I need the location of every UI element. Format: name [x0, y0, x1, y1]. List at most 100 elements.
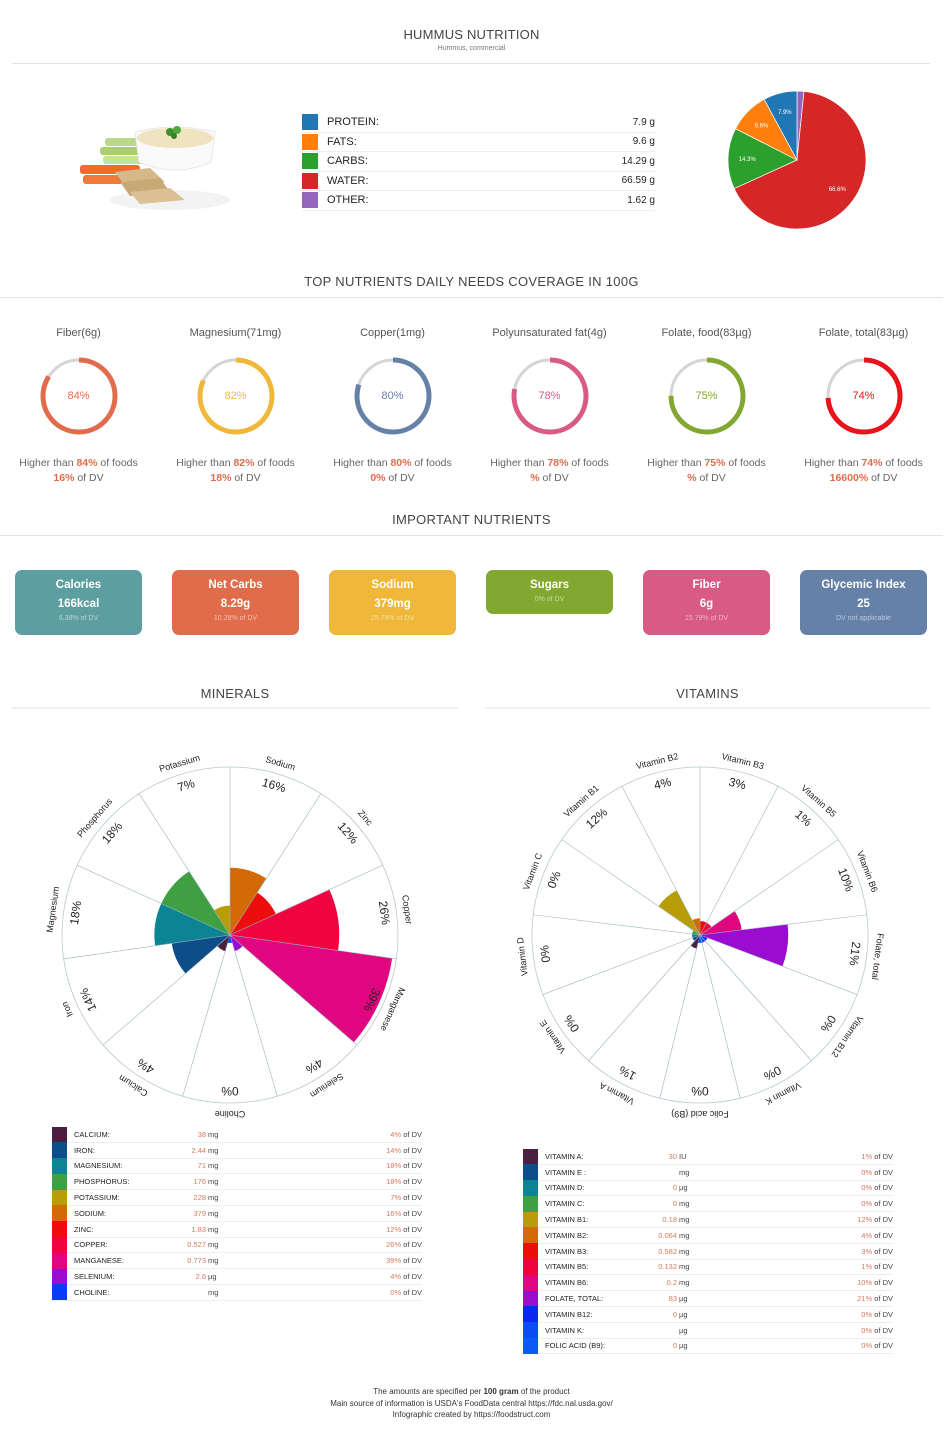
- card-name: Net Carbs: [208, 579, 263, 591]
- svg-text:Vitamin A: Vitamin A: [598, 1080, 636, 1106]
- coverage-gauge: Copper(1mg) 80% Higher than 80% of foods…: [314, 327, 471, 484]
- nutrient-dv: 4% of DV: [861, 1230, 893, 1240]
- nutrient-name: VITAMIN B6:: [545, 1278, 589, 1288]
- polar-wedge: [171, 935, 230, 974]
- polar-wedge: [692, 935, 700, 941]
- nutrient-card: Fiber 6g 15.79% of DV: [643, 570, 770, 635]
- svg-text:0%: 0%: [761, 1063, 783, 1084]
- fats-swatch: [302, 133, 318, 150]
- svg-text:Vitamin B6: Vitamin B6: [855, 849, 880, 893]
- polar-wedge: [698, 935, 702, 943]
- table-row: FOLATE, TOTAL: 83 µg 21% of DV: [523, 1290, 893, 1307]
- polar-wedge: [230, 889, 340, 951]
- svg-text:16%: 16%: [260, 775, 287, 795]
- minerals-polar-chart: Calcium 4% Iron 14% Magnesium 18% Phosphorus 18…: [20, 735, 440, 1125]
- footer: The amounts are specified per 100 gram o…: [0, 1386, 943, 1421]
- nutrient-amount: 379: [193, 1208, 206, 1218]
- macro-row-protein: PROTEIN: 7.9 g: [302, 113, 655, 133]
- color-swatch: [523, 1306, 538, 1323]
- nutrient-unit: mg: [208, 1177, 219, 1187]
- polar-wedge: [230, 935, 243, 952]
- color-swatch: [52, 1237, 67, 1253]
- polar-wedge: [154, 903, 230, 946]
- nutrient-dv: 12% of DV: [857, 1215, 893, 1225]
- color-swatch: [52, 1205, 67, 1222]
- nutrient-dv: 12% of DV: [386, 1224, 422, 1234]
- nutrient-name: CHOLINE:: [74, 1287, 110, 1297]
- polar-wedge: [700, 922, 712, 935]
- svg-text:Folate, total: Folate, total: [870, 933, 886, 981]
- nutrient-dv: 4% of DV: [390, 1129, 422, 1139]
- nutrient-name: VITAMIN B3:: [545, 1246, 589, 1256]
- polar-wedge: [690, 935, 700, 949]
- nutrient-amount: 30: [668, 1151, 677, 1161]
- svg-text:66.6%: 66.6%: [829, 187, 847, 193]
- card-dv: 0% of DV: [534, 596, 565, 603]
- card-name: Glycemic Index: [821, 579, 906, 591]
- color-swatch: [52, 1173, 67, 1190]
- gauge-label: Folate, total(83µg): [818, 327, 909, 339]
- svg-text:Magnesium: Magnesium: [45, 886, 62, 933]
- nutrient-name: SELENIUM:: [74, 1272, 115, 1282]
- svg-text:18%: 18%: [67, 900, 84, 926]
- svg-text:Vitamin B2: Vitamin B2: [635, 751, 679, 771]
- nutrient-amount: 1.83: [191, 1224, 206, 1234]
- gauge-dv-text: 16600% of DV: [829, 472, 898, 484]
- svg-text:Folic acid (B9): Folic acid (B9): [671, 1109, 729, 1119]
- gauge-rank-text: Higher than 75% of foods: [647, 457, 766, 469]
- svg-text:21%: 21%: [846, 941, 863, 967]
- table-row: VITAMIN B3: 0.582 mg 3% of DV: [523, 1243, 893, 1260]
- gauge-rank-text: Higher than 82% of foods: [176, 457, 295, 469]
- svg-text:Vitamin B3: Vitamin B3: [721, 751, 765, 771]
- svg-text:0%: 0%: [818, 1013, 840, 1035]
- footer-line-1: The amounts are specified per 100 gram o…: [373, 1387, 570, 1396]
- nutrient-unit: µg: [679, 1341, 688, 1351]
- nutrient-unit: mg: [679, 1278, 690, 1288]
- gauge-label: Fiber(6g): [56, 327, 101, 339]
- macro-value: 14.29 g: [621, 155, 655, 167]
- svg-text:Copper: Copper: [400, 894, 414, 925]
- gauge-rank-text: Higher than 74% of foods: [804, 457, 923, 469]
- nutrient-unit: mg: [679, 1230, 690, 1240]
- minerals-table: CALCIUM: 38 mg 4% of DV IRON: 2.44 mg 14…: [52, 1126, 422, 1301]
- svg-text:1%: 1%: [792, 807, 815, 829]
- table-row: VITAMIN B6: 0.2 mg 10% of DV: [523, 1274, 893, 1292]
- table-row: VITAMIN B2: 0.064 mg 4% of DV: [523, 1227, 893, 1244]
- nutrient-name: VITAMIN E :: [545, 1167, 587, 1177]
- svg-text:Sodium: Sodium: [264, 754, 296, 772]
- svg-text:3%: 3%: [727, 775, 748, 793]
- macro-pie-chart: 66.6% 14.3% 9.6% 7.9%: [726, 89, 868, 231]
- coverage-gauge: Folate, total(83µg) 74% Higher than 74% …: [785, 327, 942, 484]
- footer-credit: Infographic created by https://foodstruc…: [392, 1410, 551, 1419]
- nutrient-unit: mg: [679, 1262, 690, 1272]
- nutrient-name: VITAMIN C:: [545, 1199, 585, 1209]
- gauge-rank-text: Higher than 78% of foods: [490, 457, 609, 469]
- pie-slice: [763, 90, 798, 161]
- svg-text:10%: 10%: [835, 866, 857, 894]
- svg-text:0%: 0%: [221, 1084, 239, 1098]
- nutrient-dv: 0% of DV: [861, 1199, 893, 1209]
- vitamins-title: VITAMINS: [676, 686, 739, 701]
- nutrient-dv: 18% of DV: [386, 1177, 422, 1187]
- nutrient-unit: mg: [208, 1193, 219, 1203]
- nutrient-amount: 0.2: [666, 1278, 677, 1288]
- svg-text:0%: 0%: [545, 869, 564, 890]
- gauge-percent: 75%: [695, 390, 718, 402]
- nutrient-name: MANGANESE:: [74, 1256, 125, 1266]
- svg-text:Choline: Choline: [215, 1109, 246, 1119]
- nutrient-amount: 0.064: [658, 1230, 677, 1240]
- gauge-ring: 75%: [666, 355, 748, 437]
- macro-value: 66.59 g: [621, 175, 655, 187]
- nutrient-amount: 83: [668, 1294, 677, 1304]
- minerals-title: MINERALS: [200, 686, 270, 701]
- svg-text:Vitamin D: Vitamin D: [515, 936, 530, 976]
- color-swatch: [523, 1180, 538, 1196]
- nutrient-name: POTASSIUM:: [74, 1193, 120, 1203]
- polar-wedge: [230, 892, 276, 935]
- svg-text:14.3%: 14.3%: [739, 157, 757, 163]
- nutrient-name: VITAMIN B5:: [545, 1262, 589, 1272]
- divider: [485, 707, 930, 709]
- macro-value: 1.62 g: [627, 194, 655, 206]
- nutrient-amount: 228: [193, 1193, 206, 1203]
- nutrient-amount: 38: [197, 1129, 206, 1139]
